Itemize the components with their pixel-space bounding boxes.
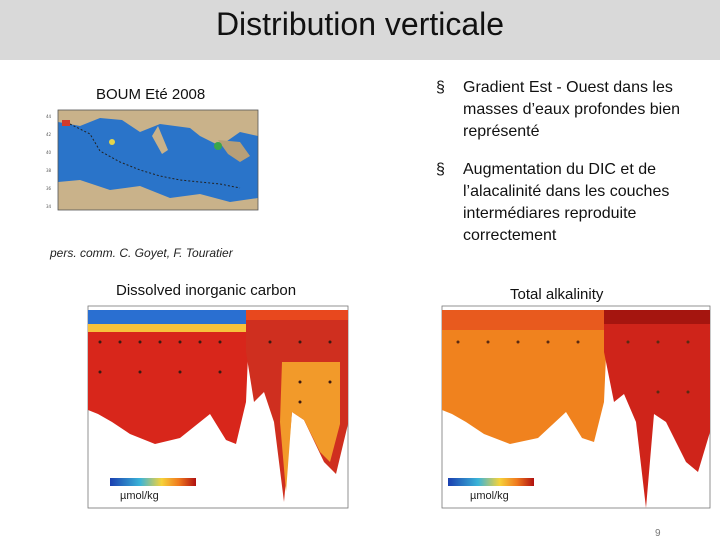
ta-plot-label: Total alkalinity xyxy=(510,286,604,303)
page-number: 9 xyxy=(655,528,661,539)
svg-text:44: 44 xyxy=(46,114,52,119)
bullet-marker: § xyxy=(436,79,445,96)
svg-text:38: 38 xyxy=(46,168,52,173)
bullet-text: Gradient Est - Ouest dans les masses d’e… xyxy=(463,79,681,140)
slide-title: Distribution verticale xyxy=(215,6,505,42)
svg-text:34: 34 xyxy=(46,204,52,209)
dic-section-plot: µmol/kg xyxy=(60,302,350,524)
bullet-item-1: § Gradient Est - Ouest dans les masses d… xyxy=(436,77,706,143)
ta-section-plot: µmol/kg xyxy=(418,302,714,524)
map-label: BOUM Eté 2008 xyxy=(96,86,206,103)
bullet-list: § Gradient Est - Ouest dans les masses d… xyxy=(436,77,706,263)
svg-text:40: 40 xyxy=(46,150,52,155)
bullet-text: Augmentation du DIC et de l’alacalinité … xyxy=(463,161,670,244)
cruise-map: 44 42 40 38 36 34 xyxy=(40,106,265,214)
bullet-item-2: § Augmentation du DIC et de l’alacalinit… xyxy=(436,159,706,247)
svg-text:36: 36 xyxy=(46,186,52,191)
title-bar xyxy=(0,0,720,60)
dic-plot-label: Dissolved inorganic carbon xyxy=(116,282,297,299)
ta-unit-label: µmol/kg xyxy=(470,490,509,502)
dic-unit-label: µmol/kg xyxy=(120,490,159,502)
svg-text:42: 42 xyxy=(46,132,52,137)
bullet-marker: § xyxy=(436,161,445,178)
credit-note: pers. comm. C. Goyet, F. Touratier xyxy=(50,246,233,260)
